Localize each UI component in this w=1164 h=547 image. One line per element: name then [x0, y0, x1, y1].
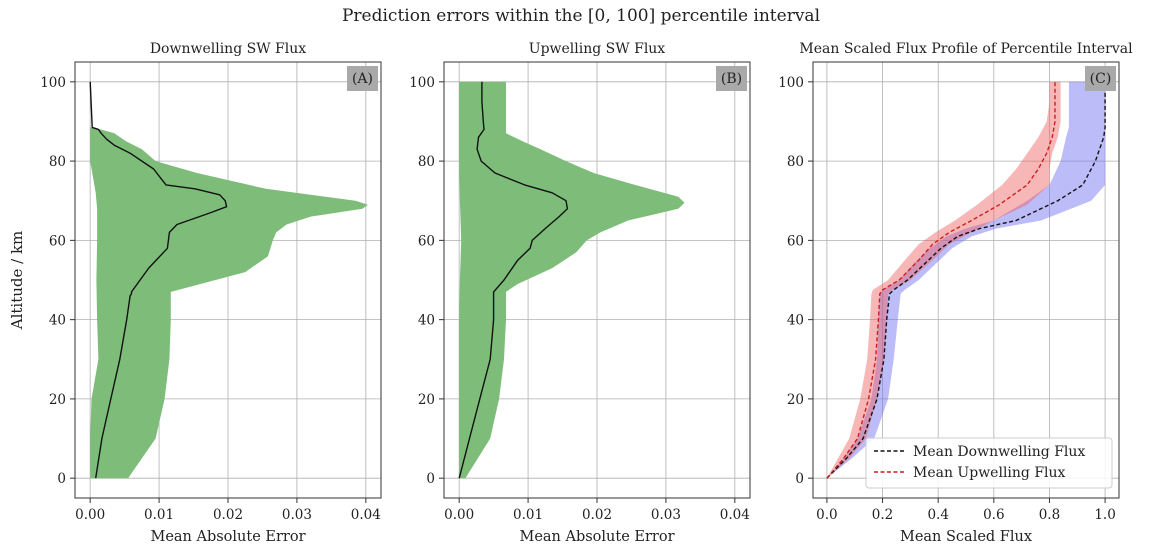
panel-title: Upwelling SW Flux	[529, 41, 666, 57]
line-upwelling	[826, 81, 1056, 479]
band-downwelling	[826, 81, 1106, 479]
y-axis-label: Altitude / km	[8, 231, 26, 331]
legend: Mean Downwelling Flux Mean Upwelling Flu…	[865, 437, 1113, 489]
error-band	[90, 127, 368, 479]
y-tick-label: 0	[426, 471, 435, 487]
x-tick-label: 0.03	[651, 507, 681, 523]
axes-frame	[74, 61, 382, 499]
axes-frame	[812, 61, 1120, 499]
y-tick-label: 40	[49, 313, 66, 329]
y-tick-label: 100	[409, 75, 435, 91]
mean-error-line	[89, 81, 228, 479]
legend-label-downwelling: Mean Downwelling Flux	[913, 444, 1085, 460]
y-tick-label: 40	[418, 313, 435, 329]
figure-suptitle: Prediction errors within the [0, 100] pe…	[342, 6, 820, 26]
x-axis-label: Mean Absolute Error	[519, 529, 674, 545]
y-tick-label: 40	[787, 313, 804, 329]
x-tick-label: 0.02	[213, 507, 243, 523]
y-tick-label: 0	[795, 471, 804, 487]
legend-label-upwelling: Mean Upwelling Flux	[913, 465, 1066, 481]
x-tick-label: 1.0	[1094, 507, 1115, 523]
x-ticks: 0.0 0.2 0.4 0.6 0.8 1.0	[816, 498, 1116, 523]
y-tick-label: 80	[787, 154, 804, 170]
panel-title: Mean Scaled Flux Profile of Percentile I…	[799, 41, 1133, 57]
panel-tag-box	[716, 66, 747, 91]
panel-tag-label: (B)	[721, 71, 742, 87]
x-ticks: 0.00 0.01 0.02 0.03 0.04	[75, 498, 381, 523]
y-tick-label: 20	[49, 392, 66, 408]
x-tick-label: 0.04	[351, 507, 381, 523]
panel-downwelling: Downwelling SW Flux 0.00 0.01 0.02 0.03 0.04…	[40, 41, 382, 545]
x-tick-label: 0.00	[444, 507, 474, 523]
plot-data	[826, 81, 1106, 479]
y-tick-label: 80	[418, 154, 435, 170]
panel-tag: (B)	[716, 66, 747, 91]
panel-tag-box	[347, 66, 378, 91]
panel-title: Downwelling SW Flux	[150, 41, 306, 57]
x-tick-label: 0.4	[927, 507, 948, 523]
x-tick-label: 0.2	[872, 507, 893, 523]
legend-box	[865, 437, 1113, 489]
x-tick-label: 0.03	[282, 507, 312, 523]
y-tick-label: 20	[418, 392, 435, 408]
y-tick-label: 80	[49, 154, 66, 170]
panel-tag-label: (A)	[352, 71, 373, 87]
axes-frame	[443, 61, 751, 499]
error-band	[459, 81, 685, 479]
x-tick-label: 0.02	[582, 507, 612, 523]
x-tick-label: 0.01	[144, 507, 174, 523]
y-tick-label: 60	[49, 233, 66, 249]
plot-data	[89, 81, 368, 479]
x-tick-label: 0.8	[1039, 507, 1060, 523]
panel-scaled-flux: Mean Scaled Flux Profile of Percentile I…	[778, 41, 1133, 545]
x-tick-label: 0.6	[983, 507, 1004, 523]
x-tick-label: 0.01	[513, 507, 543, 523]
panel-upwelling: Upwelling SW Flux 0.00 0.01 0.02 0.03 0.04 0…	[409, 41, 751, 545]
x-tick-label: 0.04	[720, 507, 750, 523]
y-tick-label: 0	[57, 471, 66, 487]
plot-data	[458, 81, 685, 479]
y-tick-label: 20	[787, 392, 804, 408]
panel-tag-box	[1085, 66, 1116, 91]
x-tick-label: 0.00	[75, 507, 105, 523]
band-upwelling	[826, 81, 1061, 479]
x-axis-label: Mean Scaled Flux	[900, 529, 1032, 545]
panel-tag: (C)	[1085, 66, 1116, 91]
y-ticks: 0 20 40 60 80 100	[778, 75, 813, 487]
y-tick-label: 60	[418, 233, 435, 249]
x-tick-label: 0.0	[816, 507, 837, 523]
y-tick-label: 60	[787, 233, 804, 249]
line-downwelling	[826, 81, 1106, 479]
x-ticks: 0.00 0.01 0.02 0.03 0.04	[444, 498, 750, 523]
y-ticks: 0 20 40 60 80 100	[409, 75, 444, 487]
mean-error-line	[458, 81, 569, 479]
panel-tag-label: (C)	[1090, 71, 1112, 87]
y-tick-label: 100	[40, 75, 66, 91]
y-tick-label: 100	[778, 75, 804, 91]
x-axis-label: Mean Absolute Error	[150, 529, 305, 545]
panel-tag: (A)	[347, 66, 378, 91]
y-ticks: 0 20 40 60 80 100	[40, 75, 75, 487]
